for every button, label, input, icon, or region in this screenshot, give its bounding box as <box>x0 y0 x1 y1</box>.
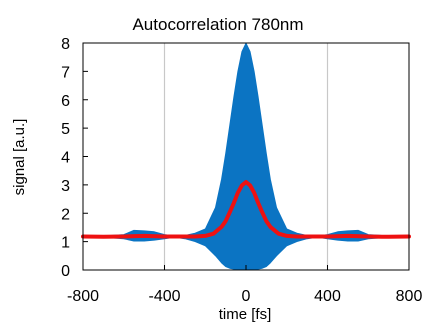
y-tick-label: 4 <box>61 150 70 167</box>
x-tick-label: 0 <box>242 288 251 305</box>
plot-area <box>81 42 411 271</box>
y-tick-label: 5 <box>61 121 70 138</box>
x-tick-label: -400 <box>148 288 180 305</box>
y-tick-label: 7 <box>61 64 70 81</box>
y-axis: 0 1 2 3 4 5 6 7 8 <box>61 36 88 280</box>
series-intensity-fit <box>81 180 411 239</box>
y-tick-label: 8 <box>61 36 70 53</box>
y-tick-label: 1 <box>61 235 70 252</box>
chart-title: Autocorrelation 780nm <box>132 15 303 34</box>
y-tick-label: 0 <box>61 263 70 280</box>
x-tick-label: 400 <box>314 288 341 305</box>
x-tick-label: 800 <box>396 288 423 305</box>
x-axis: -800 -400 0 400 800 <box>67 265 422 305</box>
y-axis-label: signal [a.u.] <box>11 119 28 196</box>
y-tick-label: 3 <box>61 178 70 195</box>
y-tick-label: 2 <box>61 206 70 223</box>
y-tick-label: 6 <box>61 93 70 110</box>
x-tick-label: -800 <box>67 288 99 305</box>
x-axis-label: time [fs] <box>219 306 272 323</box>
